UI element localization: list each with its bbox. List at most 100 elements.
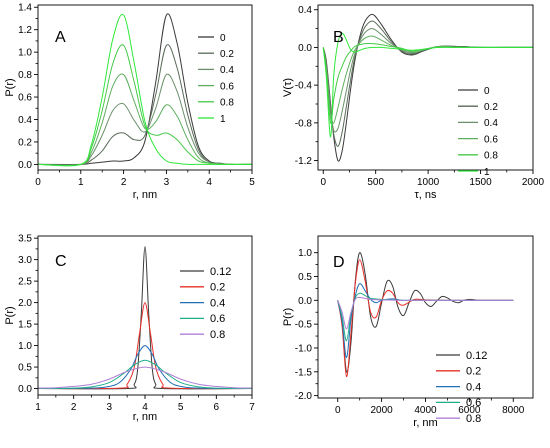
x-tick-label: 5 bbox=[249, 177, 255, 188]
y-tick-label: -0.4 bbox=[295, 81, 313, 92]
y-tick-label: 2.0 bbox=[18, 298, 32, 309]
x-tick-label: 1000 bbox=[417, 177, 440, 188]
y-tick-label: -1.5 bbox=[295, 367, 313, 378]
series-group bbox=[337, 252, 514, 378]
y-tick-label: 0.2 bbox=[18, 137, 32, 148]
series-line-0_4 bbox=[322, 28, 533, 133]
legend-label: 0.8 bbox=[466, 413, 481, 425]
y-tick-label: 0.4 bbox=[298, 5, 312, 16]
legend-label: 0.6 bbox=[220, 81, 234, 92]
x-tick-label: 3 bbox=[107, 402, 113, 413]
y-tick-label: -0.5 bbox=[295, 320, 313, 331]
y-tick-label: -1.2 bbox=[295, 156, 313, 167]
series-line-0_12 bbox=[38, 246, 252, 390]
legend-label: 1 bbox=[220, 114, 226, 125]
series-line-0_8 bbox=[337, 296, 514, 330]
x-tick-label: 0 bbox=[35, 177, 41, 188]
legend-label: 0.4 bbox=[210, 297, 225, 309]
y-tick-label: -1.0 bbox=[295, 343, 313, 354]
legend-label: 0 bbox=[484, 86, 490, 97]
legend-label: 0.8 bbox=[484, 151, 498, 162]
x-tick-label: 4 bbox=[142, 402, 148, 413]
x-tick-label: 1 bbox=[35, 402, 41, 413]
legend-label: 0.6 bbox=[466, 397, 481, 409]
legend-label: 0.12 bbox=[466, 350, 487, 362]
x-tick-label: 500 bbox=[367, 177, 384, 188]
y-axis-label: P(r) bbox=[4, 306, 16, 324]
panel-d: 0 2000 4000 6000 8000 -2.0 -1.5 -1.0 -0.5 0.0 0.5 1… bbox=[282, 235, 534, 429]
legend: 0.12 0.2 0.4 0.6 0.8 bbox=[436, 350, 487, 425]
x-tick-label: 5 bbox=[178, 402, 184, 413]
series-group bbox=[38, 13, 252, 167]
x-axis-label: τ, ns bbox=[414, 189, 437, 201]
y-tick-label: 0.0 bbox=[18, 160, 32, 171]
x-tick-label: 2 bbox=[71, 402, 77, 413]
legend-label: 0.12 bbox=[210, 266, 231, 278]
y-tick-label: 1.4 bbox=[18, 3, 32, 14]
y-tick-label: 0.0 bbox=[298, 43, 312, 54]
series-line-0_2 bbox=[38, 302, 252, 390]
legend-label: 0.2 bbox=[466, 366, 481, 378]
legend: 0 0.2 0.4 0.6 0.8 1 bbox=[458, 86, 498, 178]
legend-label: 0 bbox=[220, 33, 226, 44]
y-tick-label: -2.0 bbox=[295, 391, 313, 402]
x-tick-label: 4000 bbox=[414, 405, 437, 416]
panel-label: D bbox=[333, 254, 345, 271]
y-tick-label: 2.5 bbox=[18, 277, 32, 288]
y-axis-label: P(r) bbox=[282, 308, 294, 326]
x-axis-label: r, nm bbox=[133, 189, 157, 201]
x-tick-label: 6000 bbox=[458, 405, 481, 416]
series-line-0_6 bbox=[38, 359, 252, 390]
panel-c: 1 2 3 4 5 6 7 0.0 0.5 1.0 1.5 2.0 2.5 3.0 3.5 r, nm P(r)… bbox=[4, 234, 255, 423]
plot-frame bbox=[317, 4, 534, 171]
y-tick-label: 0.6 bbox=[18, 93, 32, 104]
x-axis-label: r, nm bbox=[133, 411, 157, 423]
y-tick-label: 1.5 bbox=[18, 320, 32, 331]
legend-label: 0.8 bbox=[210, 329, 225, 341]
series-line-0_6 bbox=[322, 35, 533, 124]
panel-label: B bbox=[333, 29, 344, 46]
y-tick-label: 1.0 bbox=[298, 248, 312, 259]
series-line-0_4 bbox=[38, 345, 252, 390]
y-tick-label: 1.0 bbox=[18, 48, 32, 59]
y-axis-label: V(τ) bbox=[282, 78, 294, 97]
legend-label: 0.2 bbox=[210, 282, 225, 294]
y-tick-label: 0.4 bbox=[18, 115, 32, 126]
x-tick-label: 2000 bbox=[522, 177, 545, 188]
x-tick-label: 0 bbox=[320, 177, 326, 188]
y-axis-label: P(r) bbox=[4, 78, 16, 96]
y-tick-label: 0.0 bbox=[18, 384, 32, 395]
y-tick-label: 3.0 bbox=[18, 255, 32, 266]
panel-label: C bbox=[55, 253, 67, 270]
series-group bbox=[38, 246, 252, 390]
x-tick-label: 2 bbox=[121, 177, 127, 188]
series-line-0_8 bbox=[38, 366, 252, 389]
legend-label: 0.6 bbox=[210, 313, 225, 325]
y-tick-label: 0.5 bbox=[18, 363, 32, 374]
legend-label: 0.4 bbox=[484, 118, 498, 129]
series-line-0_8 bbox=[38, 44, 252, 167]
y-tick-label: 0.0 bbox=[298, 296, 312, 307]
y-tick-label: -0.8 bbox=[295, 118, 313, 129]
series-group bbox=[322, 13, 533, 162]
panel-a: 0 1 2 3 4 5 0.0 0.2 0.4 0.6 0.8 1.0 1.2 1.4 r, nm P(r) A… bbox=[4, 3, 255, 201]
legend-label: 0.6 bbox=[484, 134, 498, 145]
series-line-0_4 bbox=[38, 73, 252, 166]
x-tick-label: 6 bbox=[214, 402, 220, 413]
y-tick-label: 0.5 bbox=[298, 272, 312, 283]
legend: 0.12 0.2 0.4 0.6 0.8 bbox=[180, 266, 231, 341]
series-line-0 bbox=[322, 13, 533, 162]
x-axis-label: r, nm bbox=[413, 417, 437, 429]
legend-label: 0.4 bbox=[220, 65, 234, 76]
series-line-1 bbox=[322, 32, 533, 138]
x-tick-label: 8000 bbox=[502, 405, 525, 416]
x-tick-label: 7 bbox=[249, 402, 255, 413]
series-line-0_2 bbox=[322, 20, 533, 147]
legend-label: 0.8 bbox=[220, 98, 234, 109]
x-tick-label: 3 bbox=[164, 177, 170, 188]
y-tick-label: 0.8 bbox=[18, 70, 32, 81]
legend: 0 0.2 0.4 0.6 0.8 1 bbox=[198, 33, 234, 125]
legend-label: 0.4 bbox=[466, 381, 481, 393]
legend-label: 0.2 bbox=[484, 102, 498, 113]
